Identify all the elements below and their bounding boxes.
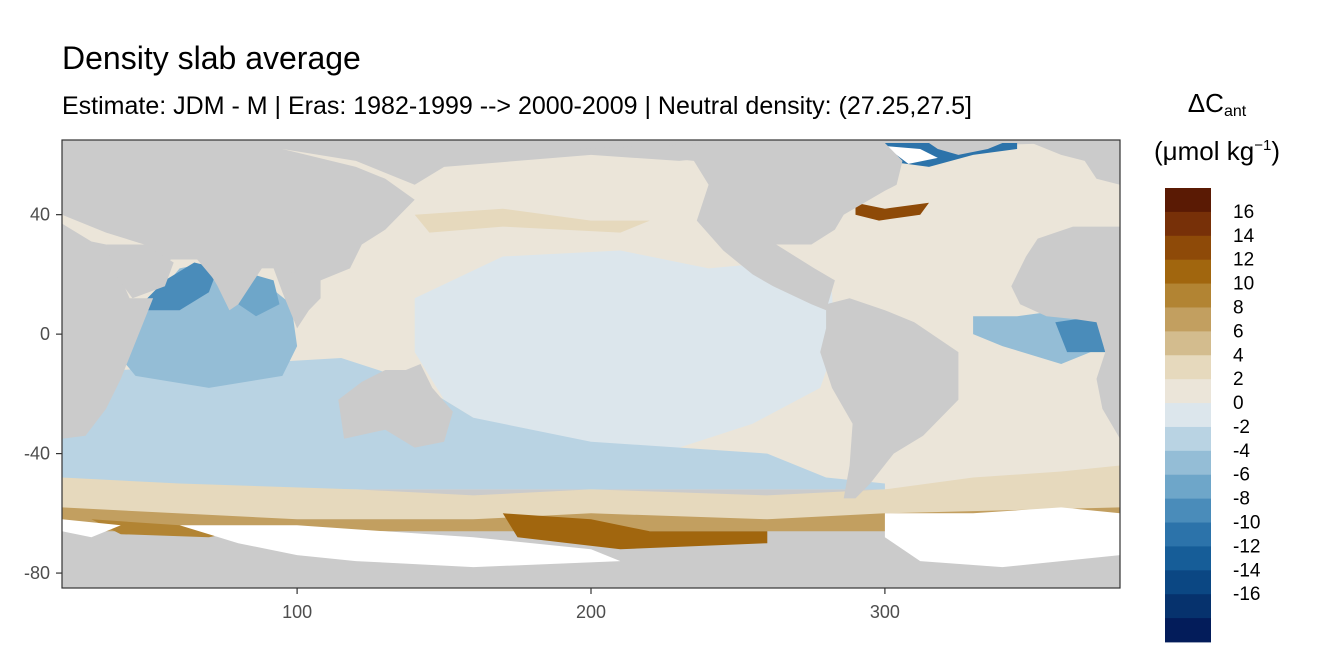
west-africa-land bbox=[1011, 226, 1120, 439]
colorbar-label: 6 bbox=[1233, 321, 1244, 342]
ross-sea-brown bbox=[502, 513, 768, 550]
antarctic-shelf-west bbox=[62, 519, 121, 538]
colorbar-bin bbox=[1165, 474, 1211, 500]
colorbar-label: -4 bbox=[1233, 441, 1250, 462]
colorbar-bin bbox=[1165, 355, 1211, 380]
colorbar-label: -10 bbox=[1233, 513, 1260, 534]
colorbar-bin bbox=[1165, 259, 1211, 284]
colorbar-label: -6 bbox=[1233, 465, 1250, 486]
arabia-land bbox=[106, 244, 174, 299]
eurasia-land bbox=[62, 149, 415, 329]
africa-land bbox=[62, 223, 154, 439]
x-tick-label: 200 bbox=[576, 602, 606, 622]
weddell-brown bbox=[91, 519, 239, 538]
colorbar-title: ΔCant bbox=[1187, 88, 1247, 120]
colorbar-label: 16 bbox=[1233, 202, 1254, 223]
greenland-land bbox=[929, 143, 1003, 155]
colorbar-bin bbox=[1165, 450, 1211, 476]
x-tick-label: 300 bbox=[870, 602, 900, 622]
north-america-land bbox=[576, 143, 903, 311]
colorbar-bin bbox=[1165, 426, 1211, 452]
colorbar-bin bbox=[1165, 546, 1211, 571]
colorbar-bin bbox=[1165, 379, 1211, 404]
southern-indian-blue bbox=[62, 358, 885, 490]
chart-title: Density slab average bbox=[62, 40, 361, 76]
antarctica-land bbox=[62, 573, 1120, 588]
india-land bbox=[203, 262, 262, 311]
pacific-blue-zone bbox=[414, 250, 835, 454]
y-tick-label: -40 bbox=[24, 444, 50, 464]
colorbar-bin bbox=[1165, 498, 1211, 523]
colorbar-bin bbox=[1165, 211, 1211, 237]
colorbar-label: 4 bbox=[1233, 345, 1244, 366]
colorbar-label: 10 bbox=[1233, 274, 1254, 295]
colorbar-bin bbox=[1165, 570, 1211, 595]
gulf-stream-brown bbox=[855, 202, 929, 221]
colorbar-label: 14 bbox=[1233, 226, 1255, 247]
colorbar-label: -8 bbox=[1233, 489, 1250, 510]
colorbar-bin bbox=[1165, 618, 1211, 643]
y-tick-label: -80 bbox=[24, 563, 50, 583]
gulf-of-guinea-blue bbox=[1055, 316, 1106, 353]
y-tick-label: 0 bbox=[40, 324, 50, 344]
colorbar-label: 0 bbox=[1233, 393, 1244, 414]
antarctic-shelf-east bbox=[179, 525, 621, 568]
north-pacific-tan bbox=[414, 208, 650, 233]
colorbar-bin bbox=[1165, 331, 1211, 356]
labrador-white-patch bbox=[884, 146, 938, 164]
colorbar-label: 2 bbox=[1233, 369, 1244, 390]
colorbar-bin bbox=[1165, 594, 1211, 619]
colorbar-bin bbox=[1165, 188, 1211, 213]
colorbar-label: -12 bbox=[1233, 536, 1260, 557]
europe-land bbox=[1031, 143, 1120, 185]
indochina-land bbox=[282, 268, 321, 329]
south-america-land bbox=[820, 298, 959, 499]
arabian-sea-dark-blue bbox=[135, 262, 218, 311]
colorbar-bin bbox=[1165, 307, 1211, 332]
y-tick-label: 40 bbox=[30, 205, 50, 225]
australia-land bbox=[338, 364, 453, 448]
colorbar-label: -14 bbox=[1233, 560, 1261, 581]
x-tick-label: 100 bbox=[282, 602, 312, 622]
southern-belt-light bbox=[62, 465, 1120, 520]
colorbar-bin bbox=[1165, 283, 1211, 308]
colorbar-bin bbox=[1165, 522, 1211, 547]
weddell-shelf bbox=[884, 507, 1120, 568]
colorbar-unit: (μmol kg−1) bbox=[1154, 136, 1280, 166]
colorbar-label: -16 bbox=[1233, 584, 1260, 605]
colorbar-label: 12 bbox=[1233, 250, 1254, 271]
chart-subtitle: Estimate: JDM - M | Eras: 1982-1999 --> … bbox=[62, 92, 972, 120]
colorbar-bin bbox=[1165, 235, 1211, 261]
colorbar-label: 8 bbox=[1233, 298, 1244, 319]
colorbar-label: -2 bbox=[1233, 417, 1250, 438]
colorbar-bin bbox=[1165, 403, 1211, 428]
